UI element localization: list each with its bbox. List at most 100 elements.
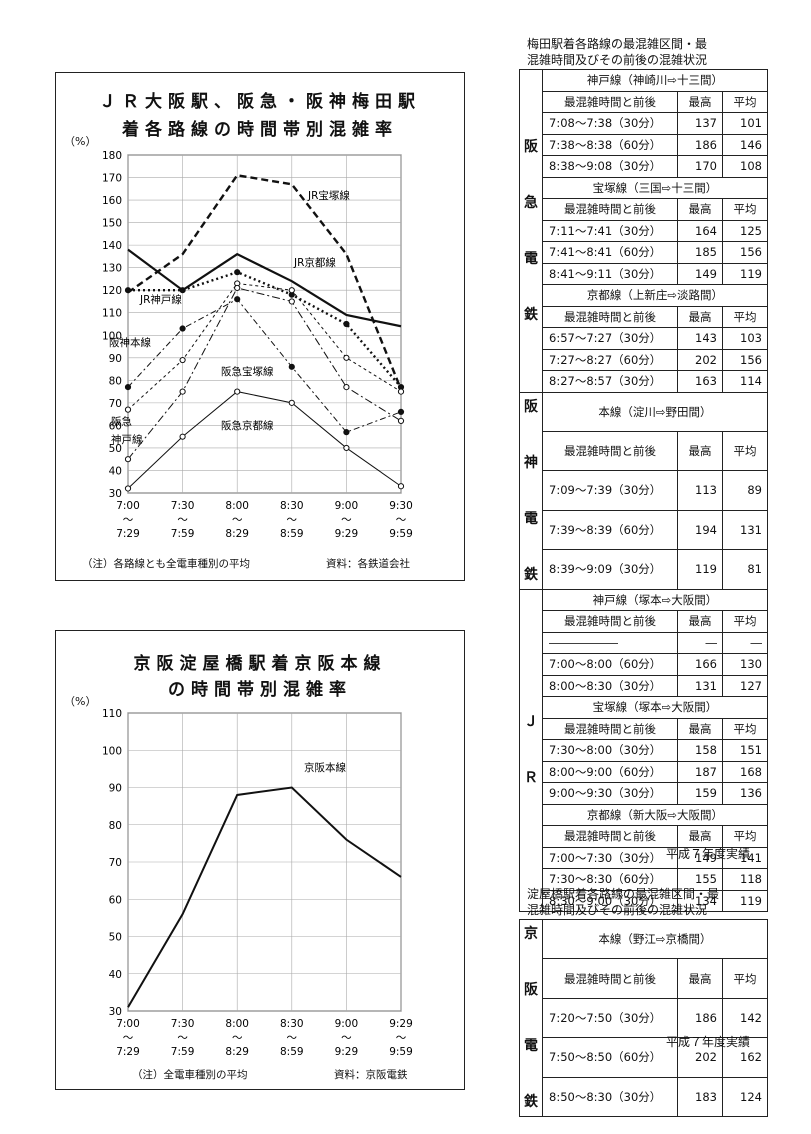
y-tick-label: 90 — [109, 353, 122, 365]
data-point — [343, 444, 350, 452]
group-label: 阪神電鉄 — [519, 391, 543, 590]
chart2-note: （注）全電車種別の平均 — [132, 1069, 248, 1081]
y-tick-label: 100 — [102, 330, 122, 342]
avg-value-cell: 119 — [722, 889, 768, 912]
x-tick-label: 〜 — [123, 514, 134, 526]
y-tick-label: 130 — [102, 263, 122, 275]
data-point — [288, 298, 295, 305]
col-header-max: 最高 — [677, 610, 723, 633]
x-tick-label: 9:59 — [389, 1046, 413, 1058]
y-tick-label: 40 — [109, 969, 122, 981]
header-row: 最混雑時間と前後 最高 平均 — [520, 825, 768, 848]
avg-value-cell: 156 — [722, 241, 768, 264]
section-row: 宝塚線（塚本⇨大阪間） — [520, 696, 768, 719]
table-row: 9:00〜9:30（30分） 159 136 — [520, 782, 768, 805]
avg-value-cell: 168 — [722, 760, 768, 783]
col-header-max: 最高 — [677, 825, 723, 848]
data-point — [343, 383, 350, 391]
x-tick-label: 8:30 — [280, 500, 304, 512]
y-tick-label: 50 — [109, 932, 122, 944]
max-value-cell: 170 — [677, 155, 723, 178]
avg-value-cell: 162 — [722, 1037, 768, 1078]
avg-value-cell: 81 — [722, 549, 768, 590]
time-range-cell: 7:11〜7:41（30分） — [542, 219, 678, 242]
time-range-cell: 7:00〜8:00（60分） — [542, 653, 678, 676]
y-tick-label: 70 — [109, 398, 122, 410]
chart1-title-line2: 着各路線の時間帯別混雑率 — [122, 120, 398, 140]
data-point — [343, 354, 350, 361]
x-tick-label: 7:00 — [116, 1018, 140, 1030]
time-range-cell: 8:50〜8:30（30分） — [542, 1076, 678, 1118]
table-row: 7:30〜8:30（60分） 155 118 — [520, 868, 768, 891]
max-value-cell: 202 — [677, 348, 723, 371]
section-title: 宝塚線（三国⇨十三間） — [542, 176, 768, 199]
chart1-note: （注）各路線とも全電車種別の平均 — [82, 558, 250, 570]
col-header-time: 最混雑時間と前後 — [542, 90, 678, 113]
table-row: 7:50〜8:50（60分） 202 162 — [520, 1037, 768, 1078]
y-tick-label: 60 — [109, 420, 122, 432]
data-point — [288, 399, 295, 406]
avg-value-cell: 114 — [722, 370, 768, 393]
data-point — [124, 383, 132, 391]
chart1-panel: ＪＲ大阪駅、阪急・阪神梅田駅 着各路線の時間帯別混雑率 （%） 30 40 50 60… — [55, 72, 465, 581]
table-row: 8:30〜9:00（30分） 134 119 — [520, 889, 768, 912]
y-tick-label: 140 — [102, 240, 122, 252]
col-header-max: 最高 — [677, 958, 723, 999]
data-point — [343, 429, 350, 436]
max-value-cell: 187 — [677, 760, 723, 783]
table-row: 8:39〜9:09（30分） 119 81 — [520, 549, 768, 590]
max-value-cell: 159 — [677, 782, 723, 805]
col-header-avg: 平均 — [722, 305, 768, 328]
y-tick-label: 180 — [102, 150, 122, 162]
series-label: 京阪本線 — [304, 761, 346, 774]
plot-frame — [127, 154, 402, 494]
max-value-cell: 131 — [677, 674, 723, 697]
time-range-cell: 7:41〜8:41（60分） — [542, 241, 678, 264]
time-range-cell: 7:09〜7:39（30分） — [542, 470, 678, 511]
series-line — [127, 248, 402, 328]
col-header-time: 最混雑時間と前後 — [542, 825, 678, 848]
series-line — [127, 298, 402, 433]
avg-value-cell: 142 — [722, 997, 768, 1039]
data-point — [397, 417, 405, 424]
time-range-cell: 7:39〜8:39（60分） — [542, 509, 678, 551]
data-point — [179, 356, 186, 364]
series-label: JR京都線 — [293, 256, 336, 269]
series-label: 阪急宝塚線 — [221, 365, 274, 378]
col-header-avg: 平均 — [722, 958, 768, 999]
x-tick-label: 〜 — [177, 514, 188, 526]
section-row: 阪急電鉄神戸線（神崎川⇨十三間） — [519, 69, 768, 393]
max-value-cell: 166 — [677, 653, 723, 676]
data-point — [124, 406, 132, 413]
col-header-time: 最混雑時間と前後 — [542, 610, 678, 633]
header-row: 最混雑時間と前後 最高 平均 — [520, 305, 768, 328]
table-row: 7:09〜7:39（30分） 113 89 — [520, 470, 768, 511]
time-range-cell: 8:39〜9:09（30分） — [542, 549, 678, 590]
col-header-max: 最高 — [677, 717, 723, 740]
table-row: 7:38〜8:38（60分） 186 146 — [520, 133, 768, 156]
chart2-unit: （%） — [64, 695, 97, 708]
max-value-cell: 119 — [677, 549, 723, 590]
x-tick-label: 〜 — [341, 1032, 352, 1044]
max-value-cell: 194 — [677, 509, 723, 551]
time-range-cell: 7:08〜7:38（30分） — [542, 112, 678, 135]
chart1-unit: （%） — [64, 135, 97, 148]
x-tick-label: 〜 — [123, 1032, 134, 1044]
x-tick-label: 7:00 — [116, 500, 140, 512]
table-row: 8:27〜8:57（30分） 163 114 — [520, 370, 768, 393]
series-label: 阪急京都線 — [221, 419, 274, 432]
chart2-title-line1: 京阪淀屋橋駅着京阪本線 — [133, 654, 387, 674]
table-row: 7:00〜7:30（30分） 149 141 — [520, 846, 768, 869]
table1-title: 梅田駅着各路線の最混雑区間・最 混雑時間及びその前後の混雑状況 — [527, 36, 707, 68]
data-point — [234, 296, 241, 303]
avg-value-cell: 131 — [722, 509, 768, 551]
avg-value-cell: 103 — [722, 327, 768, 350]
x-tick-label: 9:29 — [335, 1046, 359, 1058]
max-value-cell: 185 — [677, 241, 723, 264]
x-tick-label: 〜 — [287, 1032, 298, 1044]
avg-value-cell: 127 — [722, 674, 768, 697]
y-tick-label: 80 — [109, 820, 122, 832]
chart2-source: 資料：京阪電鉄 — [334, 1069, 408, 1081]
x-tick-label: 8:59 — [280, 528, 304, 540]
